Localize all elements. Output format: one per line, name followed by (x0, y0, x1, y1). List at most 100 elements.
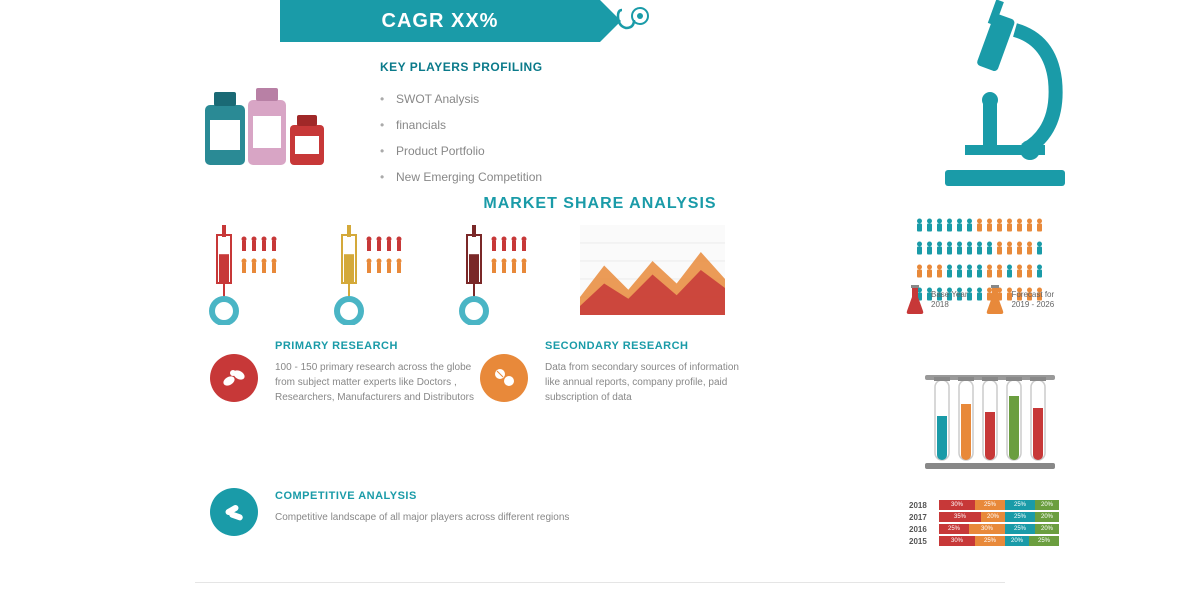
syringe-unit (325, 225, 435, 325)
flask-icon (905, 285, 925, 315)
person-icon (975, 241, 984, 261)
person-icon (935, 264, 944, 284)
person-icon (1025, 218, 1034, 238)
person-icon (1015, 218, 1024, 238)
person-icon (925, 218, 934, 238)
bar-segment: 20% (981, 512, 1005, 522)
person-icon (1025, 264, 1034, 284)
primary-text: 100 - 150 primary research across the gl… (275, 360, 475, 405)
area-chart (580, 225, 725, 315)
person-icon (1035, 241, 1044, 261)
kp-item: financials (380, 112, 630, 138)
flask-legend: Base Year 2018 Forecast for 2019 - 2026 (905, 285, 1060, 315)
bar-segment: 25% (1005, 524, 1035, 534)
person-icon (985, 241, 994, 261)
secondary-title: SECONDARY RESEARCH (545, 340, 745, 352)
person-icon (1005, 218, 1014, 238)
year-label: 2015 (909, 537, 935, 546)
person-icon (995, 241, 1004, 261)
flask-icon (985, 285, 1005, 315)
bar-segment: 25% (975, 536, 1005, 546)
bar-segment: 20% (1005, 536, 1029, 546)
bar-segment: 25% (1005, 500, 1035, 510)
competitive-section: COMPETITIVE ANALYSIS Competitive landsca… (275, 490, 655, 525)
people-row (915, 264, 1070, 284)
cagr-banner: CAGR XX% (280, 0, 600, 42)
secondary-text: Data from secondary sources of informati… (545, 360, 745, 405)
person-icon (915, 241, 924, 261)
market-share-title: MARKET SHARE ANALYSIS (0, 195, 1200, 213)
year-bar-row: 201735%20%25%20% (909, 512, 1064, 522)
person-icon (1005, 241, 1014, 261)
bar-segment: 30% (969, 524, 1005, 534)
competitive-text: Competitive landscape of all major playe… (275, 510, 655, 525)
person-icon (915, 264, 924, 284)
person-icon (1025, 241, 1034, 261)
bar-segment: 25% (939, 524, 969, 534)
year-bar-row: 201625%30%25%20% (909, 524, 1064, 534)
bar-segment: 25% (975, 500, 1005, 510)
person-icon (985, 264, 994, 284)
person-icon (955, 218, 964, 238)
bar-segment: 25% (1005, 512, 1035, 522)
person-icon (1035, 264, 1044, 284)
test-tubes-icon (920, 365, 1060, 475)
bar-segment: 25% (1029, 536, 1059, 546)
person-icon (995, 264, 1004, 284)
flask-forecast: Forecast for 2019 - 2026 (985, 285, 1054, 315)
kp-item: SWOT Analysis (380, 86, 630, 112)
person-icon (1015, 241, 1024, 261)
person-icon (925, 241, 934, 261)
kp-item: Product Portfolio (380, 138, 630, 164)
flask-base-label: Base Year 2018 (931, 290, 967, 309)
syringe-unit (450, 225, 560, 325)
tablets-icon (480, 354, 528, 402)
key-players-list: SWOT Analysis financials Product Portfol… (380, 86, 630, 190)
person-icon (945, 264, 954, 284)
person-icon (985, 218, 994, 238)
person-icon (945, 241, 954, 261)
person-icon (975, 264, 984, 284)
person-icon (915, 218, 924, 238)
bar-segment: 35% (939, 512, 981, 522)
competitive-title: COMPETITIVE ANALYSIS (275, 490, 655, 502)
medicine-bottles-icon (200, 80, 330, 175)
person-icon (975, 218, 984, 238)
primary-research-section: PRIMARY RESEARCH 100 - 150 primary resea… (275, 340, 475, 405)
year-bar-row: 201830%25%25%20% (909, 500, 1064, 510)
bottom-divider (195, 582, 1005, 583)
bar-segment: 20% (1035, 524, 1059, 534)
cagr-text: CAGR XX% (382, 10, 499, 33)
key-players-title: KEY PLAYERS PROFILING (380, 60, 630, 74)
person-icon (945, 218, 954, 238)
person-icon (935, 218, 944, 238)
pills-icon (210, 354, 258, 402)
person-icon (935, 241, 944, 261)
flask-forecast-label: Forecast for 2019 - 2026 (1011, 290, 1054, 309)
people-row (915, 218, 1070, 238)
bar-segment: 30% (939, 536, 975, 546)
flask-base: Base Year 2018 (905, 285, 967, 315)
person-icon (955, 241, 964, 261)
syringe-unit (200, 225, 310, 325)
capsules-icon (210, 488, 258, 536)
year-label: 2018 (909, 501, 935, 510)
person-icon (1035, 218, 1044, 238)
person-icon (1015, 264, 1024, 284)
year-label: 2017 (909, 513, 935, 522)
person-icon (965, 264, 974, 284)
bar-segment: 30% (939, 500, 975, 510)
person-icon (1005, 264, 1014, 284)
person-icon (955, 264, 964, 284)
bar-segment: 20% (1035, 512, 1059, 522)
year-bars-chart: 201830%25%25%20%201735%20%25%20%201625%3… (909, 500, 1064, 548)
person-icon (995, 218, 1004, 238)
year-bar-row: 201530%25%20%25% (909, 536, 1064, 546)
microscope-icon (935, 0, 1075, 190)
primary-title: PRIMARY RESEARCH (275, 340, 475, 352)
bar-segment: 20% (1035, 500, 1059, 510)
year-label: 2016 (909, 525, 935, 534)
person-icon (965, 241, 974, 261)
kp-item: New Emerging Competition (380, 164, 630, 190)
person-icon (965, 218, 974, 238)
